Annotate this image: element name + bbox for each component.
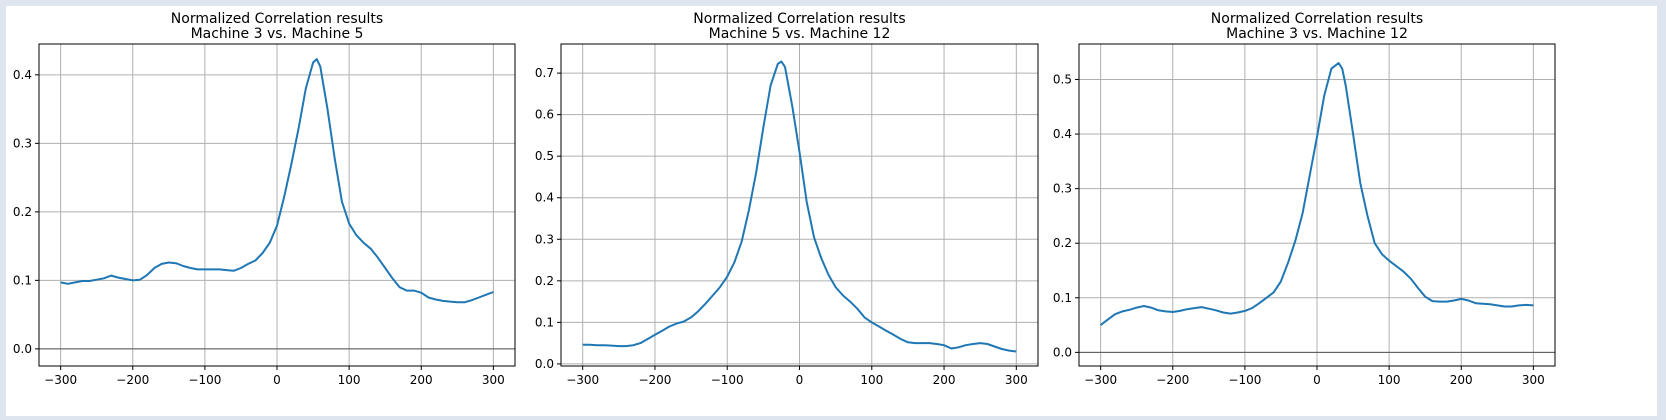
y-tick-label: 0.4 (1053, 127, 1072, 141)
x-tick-label: −300 (1084, 373, 1117, 387)
x-tick-label: 200 (933, 373, 956, 387)
series-line (1099, 62, 1534, 326)
axes-frame (38, 43, 516, 367)
y-tick-label: 0.5 (535, 149, 554, 163)
x-tick-label: 0 (1313, 373, 1321, 387)
y-tick-label: 0.0 (13, 342, 32, 356)
chart-title: Normalized Correlation results (693, 11, 905, 27)
chart-subtitle: Machine 5 vs. Machine 12 (709, 26, 891, 42)
y-tick-label: 0.3 (13, 136, 32, 150)
y-tick-label: 0.6 (535, 108, 554, 122)
y-tick-label: 0.5 (1053, 72, 1072, 86)
y-tick-label: 0.3 (1053, 182, 1072, 196)
axes-frame (1078, 43, 1556, 367)
x-tick-label: 100 (860, 373, 883, 387)
y-tick-label: 0.4 (13, 68, 32, 82)
figure: Normalized Correlation results Machine 3 … (6, 6, 1657, 416)
y-tick-label: 0.0 (535, 357, 554, 371)
y-tick-label: 0.7 (535, 66, 554, 80)
y-tick-label: 0.2 (1053, 236, 1072, 250)
axes-frame (560, 43, 1039, 367)
chart-title: Normalized Correlation results (171, 11, 383, 27)
chart-subtitle: Machine 3 vs. Machine 12 (1226, 26, 1408, 42)
y-tick-label: 0.1 (535, 315, 554, 329)
x-tick-label: −300 (566, 373, 599, 387)
x-tick-label: 300 (1005, 373, 1028, 387)
y-tick-label: 0.2 (13, 205, 32, 219)
x-tick-label: −200 (1156, 373, 1189, 387)
x-tick-label: 100 (1378, 373, 1401, 387)
x-tick-label: −200 (116, 373, 149, 387)
y-tick-label: 0.0 (1053, 345, 1072, 359)
x-tick-label: 200 (410, 373, 433, 387)
x-tick-label: 100 (338, 373, 361, 387)
x-tick-label: −100 (188, 373, 221, 387)
chart-title: Normalized Correlation results (1211, 11, 1423, 27)
x-tick-label: 200 (1450, 373, 1473, 387)
y-tick-label: 0.3 (535, 232, 554, 246)
chart-subtitle: Machine 3 vs. Machine 5 (191, 26, 364, 42)
x-tick-label: 0 (273, 373, 281, 387)
x-tick-label: −300 (44, 373, 77, 387)
x-tick-label: −100 (1228, 373, 1261, 387)
series-line (582, 60, 1017, 353)
x-tick-label: 0 (796, 373, 804, 387)
x-tick-label: −200 (638, 373, 671, 387)
x-tick-label: 300 (1522, 373, 1545, 387)
y-tick-label: 0.1 (1053, 291, 1072, 305)
y-tick-label: 0.4 (535, 191, 554, 205)
y-tick-label: 0.2 (535, 274, 554, 288)
x-tick-label: −100 (711, 373, 744, 387)
x-tick-label: 300 (482, 373, 505, 387)
series-line (60, 58, 494, 304)
y-tick-label: 0.1 (13, 273, 32, 287)
